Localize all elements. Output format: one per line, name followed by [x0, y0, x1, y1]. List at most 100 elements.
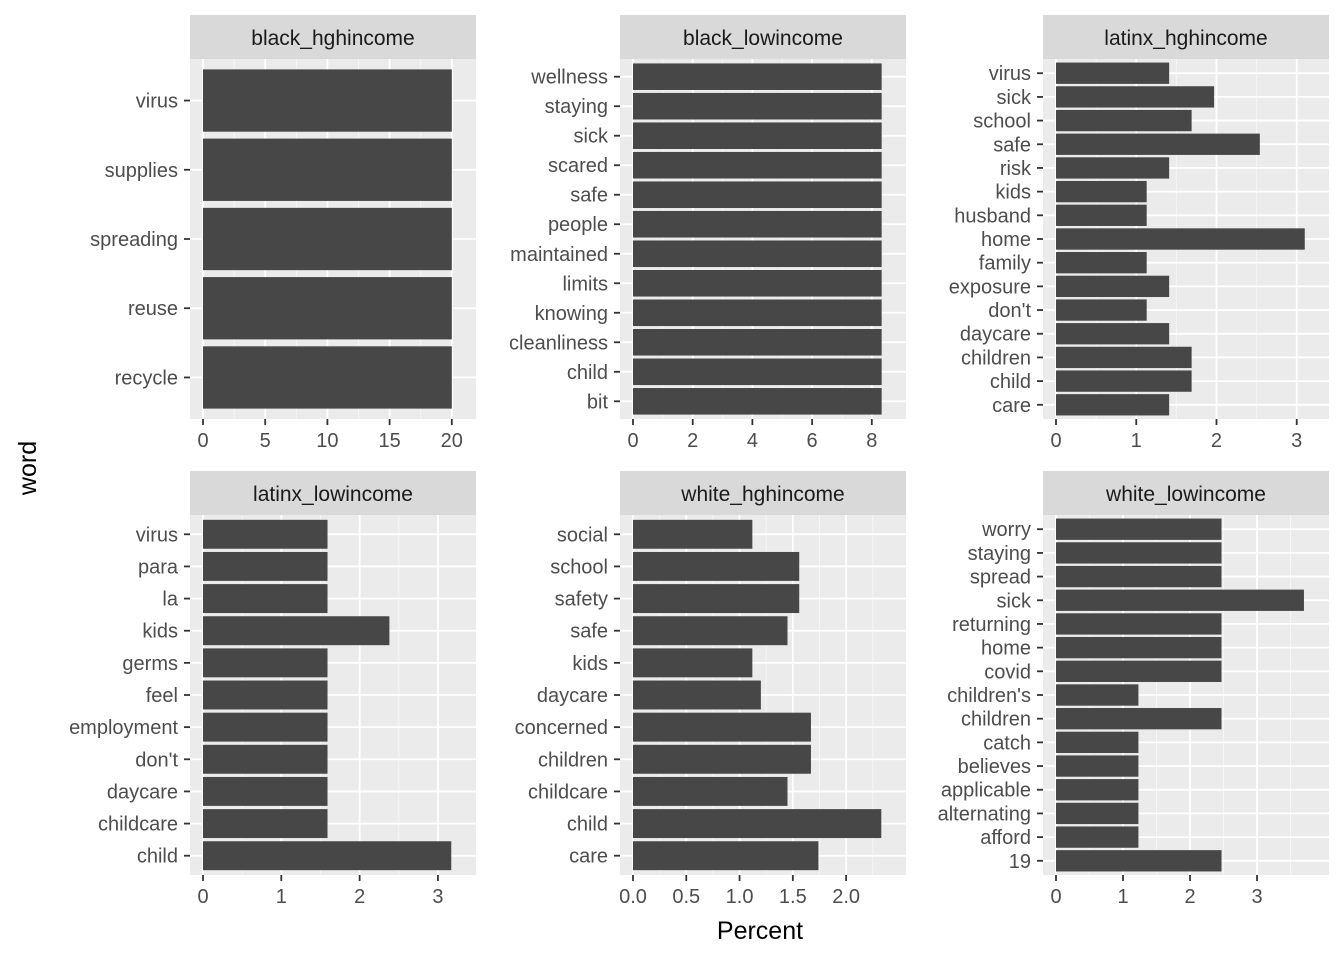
y-tick-label: sick — [997, 87, 1032, 109]
y-tick-label: husband — [954, 205, 1031, 227]
bar-daycare — [633, 680, 761, 710]
x-tick-label: 0 — [1050, 886, 1061, 908]
bar-safe — [633, 181, 882, 209]
y-tick-label: kids — [572, 653, 608, 675]
bar-home — [1056, 636, 1222, 659]
y-tick-label: wellness — [530, 67, 608, 89]
bar-feel — [203, 680, 328, 710]
bar-children-s — [1056, 684, 1139, 706]
bar-husband — [1056, 204, 1147, 226]
bar-virus — [203, 519, 328, 549]
y-tick-label: children — [961, 347, 1031, 369]
y-tick-label: school — [973, 111, 1031, 133]
y-tick-label: catch — [983, 732, 1031, 754]
bar-recycle — [203, 346, 452, 409]
x-tick-label: 0 — [197, 430, 208, 452]
y-tick-label: risk — [1000, 158, 1032, 180]
y-tick-label: maintained — [510, 244, 608, 266]
facet-strip-label: black_hghincome — [251, 27, 414, 50]
bar-applicable — [1056, 779, 1139, 801]
y-tick-label: kids — [142, 621, 178, 643]
bar-alternating — [1056, 802, 1139, 825]
y-tick-label: daycare — [107, 781, 178, 803]
bar-concerned — [633, 712, 811, 742]
y-tick-label: home — [981, 638, 1031, 660]
y-tick-label: daycare — [537, 685, 608, 707]
y-tick-label: virus — [136, 524, 178, 546]
bar-risk — [1056, 157, 1170, 179]
x-tick-label: 0 — [197, 886, 208, 908]
y-tick-label: supplies — [105, 160, 178, 182]
y-tick-label: virus — [136, 91, 178, 113]
y-tick-label: don't — [988, 300, 1031, 322]
y-tick-label: returning — [952, 614, 1031, 636]
facet-strip-label: white_lowincome — [1105, 483, 1266, 506]
facet-strip — [190, 471, 476, 515]
x-tick-label: 1.5 — [779, 886, 807, 908]
y-tick-label: don't — [135, 749, 178, 771]
y-tick-label: child — [990, 371, 1031, 393]
x-tick-label: 3 — [432, 886, 443, 908]
y-tick-label: sick — [574, 126, 609, 148]
bar-don-t — [203, 744, 328, 774]
bar-employment — [203, 712, 328, 742]
bar-spreading — [203, 207, 452, 271]
bar-safe — [633, 616, 788, 646]
x-tick-label: 8 — [866, 430, 877, 452]
y-tick-label: 19 — [1009, 851, 1031, 873]
y-tick-label: care — [992, 395, 1031, 417]
y-tick-label: worry — [981, 519, 1031, 541]
x-tick-label: 20 — [441, 430, 463, 452]
y-tick-label: cleanliness — [509, 332, 608, 354]
y-tick-label: daycare — [960, 324, 1031, 346]
x-tick-label: 3 — [1251, 886, 1262, 908]
bar-wellness — [633, 63, 882, 90]
bar-child — [203, 841, 452, 871]
y-tick-label: afford — [980, 827, 1031, 849]
y-tick-label: children's — [947, 685, 1031, 707]
facet-strip-label: white_hghincome — [680, 483, 844, 506]
bar-virus — [203, 69, 452, 132]
bar-germs — [203, 648, 328, 678]
x-tick-label: 1 — [276, 886, 287, 908]
bar-child — [1056, 370, 1192, 392]
bar-care — [1056, 394, 1170, 416]
facet-strip — [1043, 471, 1329, 515]
bar-children — [633, 744, 811, 774]
bar-childcare — [203, 809, 328, 839]
x-tick-label: 3 — [1291, 430, 1302, 452]
y-tick-label: sick — [997, 590, 1032, 612]
x-tick-label: 5 — [260, 430, 271, 452]
bar-safe — [1056, 133, 1260, 155]
y-tick-label: social — [557, 524, 608, 546]
y-axis-title: word — [14, 441, 42, 496]
y-tick-label: child — [567, 814, 608, 836]
y-tick-label: people — [548, 214, 608, 236]
bar-virus — [1056, 62, 1170, 84]
bar-kids — [633, 648, 753, 678]
x-tick-label: 0.0 — [619, 886, 647, 908]
bar-care — [633, 841, 819, 871]
y-tick-label: virus — [989, 63, 1031, 85]
bar-supplies — [203, 138, 452, 201]
y-tick-label: family — [979, 253, 1031, 275]
y-tick-label: bit — [587, 391, 609, 413]
x-tick-label: 1 — [1131, 430, 1142, 452]
x-tick-label: 1.0 — [726, 886, 754, 908]
bar-limits — [633, 269, 882, 297]
x-tick-label: 1 — [1117, 886, 1128, 908]
x-tick-label: 2 — [1184, 886, 1195, 908]
bar-exposure — [1056, 275, 1170, 298]
x-tick-label: 15 — [378, 430, 400, 452]
y-tick-label: spread — [970, 567, 1031, 589]
x-tick-label: 2.0 — [832, 886, 860, 908]
y-tick-label: employment — [69, 717, 178, 739]
x-axis-title: Percent — [717, 917, 803, 945]
bar-knowing — [633, 299, 882, 327]
x-tick-label: 2 — [1211, 430, 1222, 452]
bar-believes — [1056, 755, 1139, 777]
